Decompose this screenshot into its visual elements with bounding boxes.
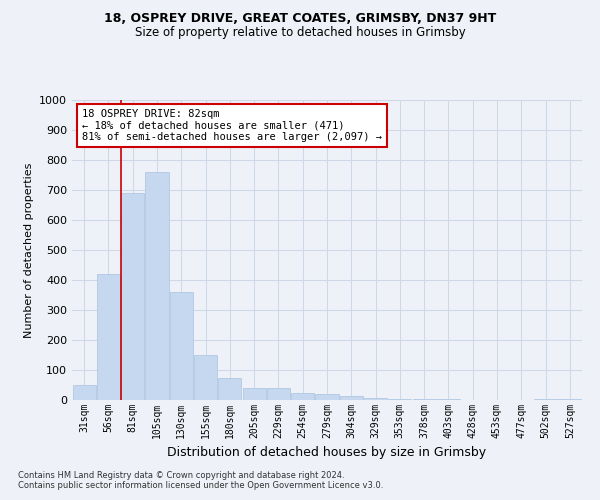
Bar <box>559 398 581 400</box>
Text: Contains HM Land Registry data © Crown copyright and database right 2024.: Contains HM Land Registry data © Crown c… <box>18 471 344 480</box>
Bar <box>170 292 193 400</box>
Bar <box>388 398 412 400</box>
Bar <box>218 378 241 400</box>
Y-axis label: Number of detached properties: Number of detached properties <box>23 162 34 338</box>
Bar <box>121 193 144 400</box>
Text: 18, OSPREY DRIVE, GREAT COATES, GRIMSBY, DN37 9HT: 18, OSPREY DRIVE, GREAT COATES, GRIMSBY,… <box>104 12 496 26</box>
Text: Contains public sector information licensed under the Open Government Licence v3: Contains public sector information licen… <box>18 481 383 490</box>
Bar <box>316 394 338 400</box>
Bar <box>145 172 169 400</box>
Bar <box>97 274 120 400</box>
Bar <box>267 388 290 400</box>
Text: 18 OSPREY DRIVE: 82sqm
← 18% of detached houses are smaller (471)
81% of semi-de: 18 OSPREY DRIVE: 82sqm ← 18% of detached… <box>82 109 382 142</box>
Bar <box>534 398 557 400</box>
X-axis label: Distribution of detached houses by size in Grimsby: Distribution of detached houses by size … <box>167 446 487 460</box>
Bar <box>291 392 314 400</box>
Bar <box>73 385 95 400</box>
Bar <box>364 398 387 400</box>
Bar <box>194 355 217 400</box>
Text: Size of property relative to detached houses in Grimsby: Size of property relative to detached ho… <box>134 26 466 39</box>
Bar <box>340 396 363 400</box>
Bar <box>413 399 436 400</box>
Bar <box>242 388 266 400</box>
